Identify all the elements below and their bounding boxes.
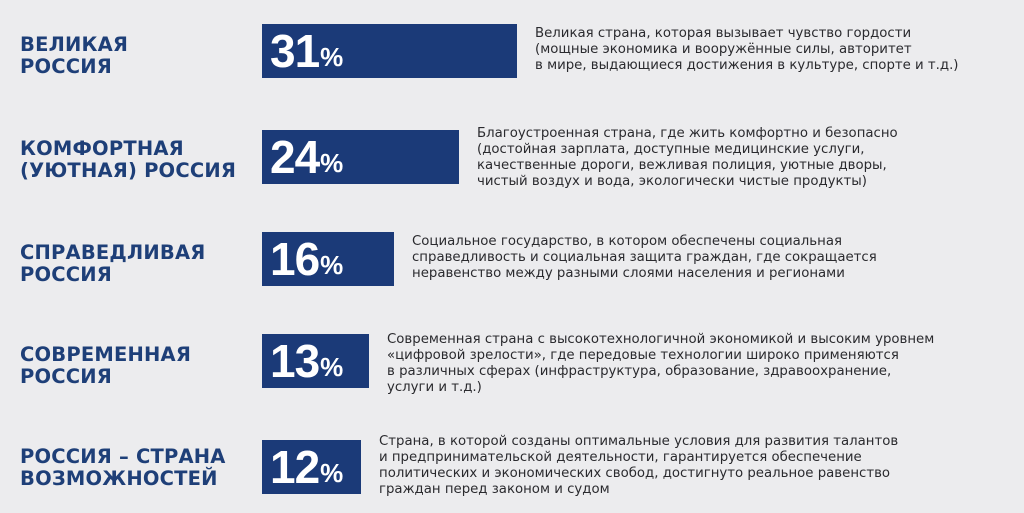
category-description: Социальное государство, в котором обеспе… <box>412 234 877 281</box>
category-label: ВЕЛИКАЯ РОССИЯ <box>20 33 129 78</box>
percent-sign: % <box>320 148 344 178</box>
bar-value-label: 31 <box>270 25 320 77</box>
category-description: Благоустроенная страна, где жить комфорт… <box>477 126 898 189</box>
bar: 24% <box>262 130 459 184</box>
bar-value-label: 16 <box>270 233 320 285</box>
category-label: СОВРЕМЕННАЯ РОССИЯ <box>20 343 192 388</box>
category-label: СПРАВЕДЛИВАЯ РОССИЯ <box>20 241 206 286</box>
bar: 31% <box>262 24 517 78</box>
category-label: РОССИЯ – СТРАНА ВОЗМОЖНОСТЕЙ <box>20 445 226 490</box>
bar: 12% <box>262 440 361 494</box>
bar-value-label: 13 <box>270 335 320 387</box>
bar: 13% <box>262 334 369 388</box>
percent-sign: % <box>320 352 344 382</box>
category-description: Страна, в которой созданы оптимальные ус… <box>379 434 899 497</box>
percent-sign: % <box>320 458 344 488</box>
category-description: Великая страна, которая вызывает чувство… <box>535 26 959 73</box>
bar-value-label: 12 <box>270 441 320 493</box>
bar: 16% <box>262 232 394 286</box>
category-description: Современная страна с высокотехнологичной… <box>387 332 935 395</box>
category-label: КОМФОРТНАЯ (УЮТНАЯ) РОССИЯ <box>20 137 237 182</box>
percent-sign: % <box>320 250 344 280</box>
bar-value-label: 24 <box>270 131 320 183</box>
percent-sign: % <box>320 42 344 72</box>
